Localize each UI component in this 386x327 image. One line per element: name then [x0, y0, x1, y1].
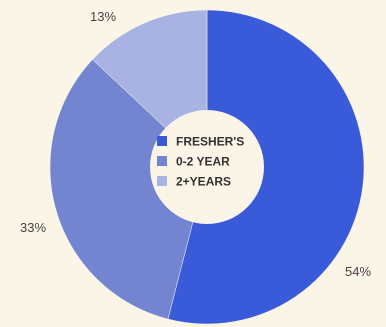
legend-swatch-0-2-year [157, 156, 167, 166]
value-labels: 54% 33% 13% [20, 9, 371, 279]
legend-label-0-2-year: 0-2 YEAR [176, 155, 230, 169]
legend-swatch-fresher-s [157, 136, 167, 146]
slice-fresher-s [167, 9, 365, 325]
value-label-2-years: 13% [90, 9, 116, 24]
legend-label-fresher-s: FRESHER'S [176, 135, 244, 149]
legend: FRESHER'S 0-2 YEAR 2+YEARS [157, 135, 244, 189]
value-label-0-2-year: 33% [20, 220, 46, 235]
slice-0-2-year [49, 59, 208, 320]
value-label-fresher-s: 54% [345, 264, 371, 279]
legend-label-2-years: 2+YEARS [176, 175, 231, 189]
legend-swatch-2-years [157, 176, 167, 186]
donut-hole [150, 110, 264, 224]
